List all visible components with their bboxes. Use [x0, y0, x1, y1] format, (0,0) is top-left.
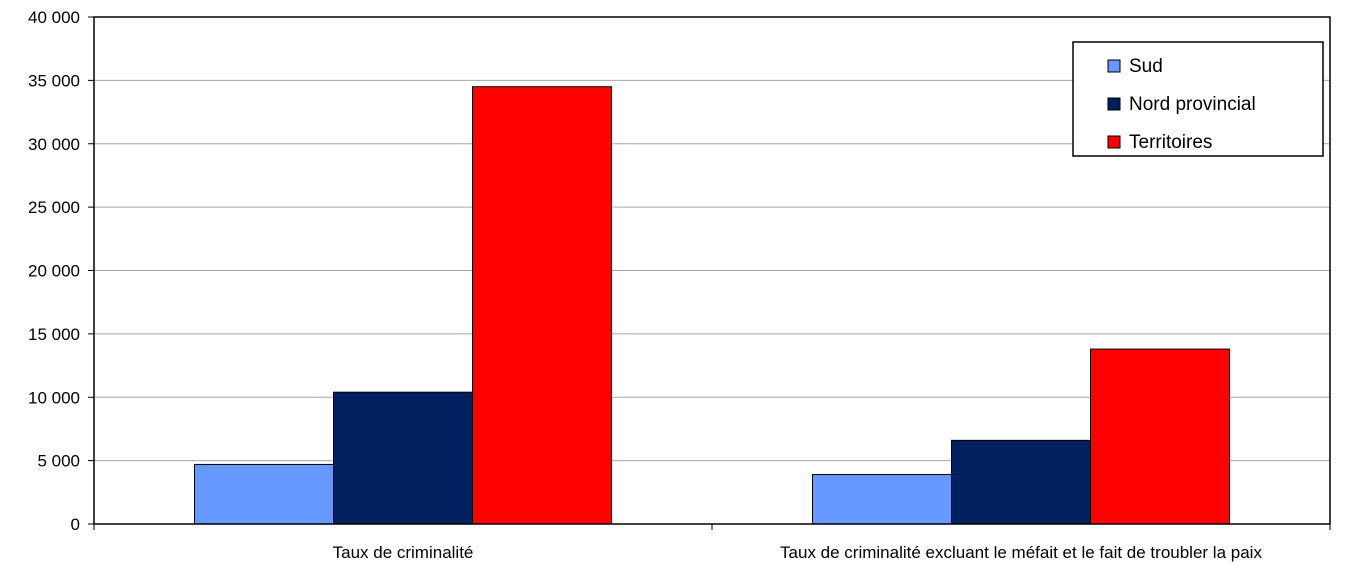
- legend-swatch: [1107, 59, 1121, 73]
- legend-label: Territoires: [1129, 132, 1212, 153]
- bar-sud: [812, 474, 952, 525]
- legend-label: Nord provincial: [1129, 94, 1256, 115]
- x-category-label: Taux de criminalité excluant le méfait e…: [780, 543, 1262, 562]
- y-tick-label: 30 000: [28, 135, 80, 154]
- bar-nord-provincial: [333, 391, 473, 525]
- bar-territoires: [472, 86, 612, 525]
- plot-frame: [93, 16, 1331, 525]
- bar-territoires: [1090, 348, 1230, 525]
- axes: [88, 16, 1331, 530]
- y-tick-label: 40 000: [28, 8, 80, 27]
- x-category-labels: Taux de criminalité Taux de criminalité e…: [333, 543, 1263, 562]
- legend-label: Sud: [1129, 56, 1163, 77]
- bar-sud: [194, 463, 334, 525]
- gridlines: [94, 16, 1330, 462]
- legend: Sud Nord provincial Territoires: [1072, 41, 1324, 157]
- legend-swatch: [1107, 97, 1121, 111]
- bar-nord-provincial: [951, 439, 1091, 525]
- y-tick-label: 35 000: [28, 71, 80, 90]
- legend-swatch: [1107, 135, 1121, 149]
- bars: [194, 86, 1230, 525]
- y-tick-label: 10 000: [28, 388, 80, 407]
- y-tick-label: 20 000: [28, 262, 80, 281]
- y-tick-labels: 0 5 000 10 000 15 000 20 000 25 000 30 000 35 0…: [28, 8, 80, 534]
- x-category-label: Taux de criminalité: [333, 543, 474, 562]
- y-tick-label: 25 000: [28, 198, 80, 217]
- y-tick-label: 5 000: [37, 452, 80, 471]
- y-tick-label: 15 000: [28, 325, 80, 344]
- y-tick-label: 0: [71, 515, 80, 534]
